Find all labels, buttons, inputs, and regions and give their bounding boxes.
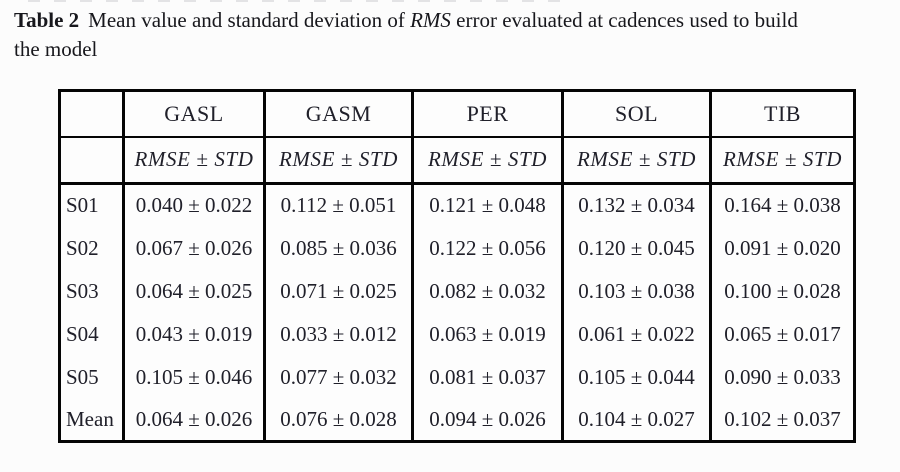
- value-cell: 0.121 ± 0.048: [411, 183, 563, 227]
- value-cell: 0.104 ± 0.027: [561, 398, 711, 442]
- value-cell: 0.091 ± 0.020: [709, 226, 855, 270]
- row-label: S05: [66, 364, 99, 389]
- row-label: S04: [66, 321, 99, 346]
- value-cell: 0.122 ± 0.056: [411, 226, 563, 270]
- value-cell: 0.102 ± 0.037: [709, 398, 855, 442]
- caption-line-1: Table 2 Mean value and standard deviation…: [14, 6, 900, 35]
- muscle-header-row: GASL GASM PER SOL TIB: [59, 90, 855, 138]
- table-row-s01: S01 0.040 ± 0.022 0.112 ± 0.051 0.121 ± …: [60, 183, 855, 227]
- value-cell: 0.040 ± 0.022: [122, 183, 265, 227]
- value-cell: 0.082 ± 0.032: [411, 269, 563, 313]
- value-cell: 0.076 ± 0.028: [263, 398, 413, 442]
- subheader-blank-cell: [59, 136, 124, 185]
- value-cell: 0.063 ± 0.019: [411, 312, 563, 356]
- value-cell: 0.132 ± 0.034: [561, 183, 711, 227]
- value-cell: 0.120 ± 0.045: [561, 226, 711, 270]
- value-cell: 0.064 ± 0.026: [122, 398, 265, 442]
- row-label: S01: [66, 193, 99, 218]
- value-cell: 0.085 ± 0.036: [263, 226, 413, 270]
- cropped-text-artifact: [28, 0, 568, 2]
- subheader-cell: RMSE ± STD: [263, 136, 413, 185]
- value-cell: 0.043 ± 0.019: [122, 312, 265, 356]
- subheader-cell: RMSE ± STD: [122, 136, 265, 185]
- value-cell: 0.067 ± 0.026: [122, 226, 265, 270]
- subheader-cell: RMSE ± STD: [411, 136, 563, 185]
- value-cell: 0.071 ± 0.025: [263, 269, 413, 313]
- value-cell: 0.065 ± 0.017: [709, 312, 855, 356]
- value-cell: 0.033 ± 0.012: [263, 312, 413, 356]
- caption-rms-italic: RMS: [410, 8, 451, 32]
- value-cell: 0.105 ± 0.044: [561, 355, 711, 399]
- value-cell: 0.090 ± 0.033: [709, 355, 855, 399]
- header-cell-gasl: GASL: [122, 90, 265, 138]
- value-cell: 0.077 ± 0.032: [263, 355, 413, 399]
- value-cell: 0.164 ± 0.038: [709, 183, 855, 227]
- header-cell-sol: SOL: [561, 90, 711, 138]
- value-cell: 0.105 ± 0.046: [122, 355, 265, 399]
- table-row-s03: S03 0.064 ± 0.025 0.071 ± 0.025 0.082 ± …: [60, 269, 855, 313]
- caption-text-1: Mean value and standard deviation of: [88, 8, 411, 32]
- value-cell: 0.100 ± 0.028: [709, 269, 855, 313]
- value-cell: 0.103 ± 0.038: [561, 269, 711, 313]
- corner-cell: [59, 90, 124, 138]
- subheader-row: RMSE ± STD RMSE ± STD RMSE ± STD RMSE ± …: [59, 136, 855, 185]
- caption-table-number: Table 2: [14, 8, 80, 32]
- row-label: S02: [66, 235, 99, 260]
- value-cell: 0.061 ± 0.022: [561, 312, 711, 356]
- subheader-cell: RMSE ± STD: [709, 136, 855, 185]
- value-cell: 0.064 ± 0.025: [122, 269, 265, 313]
- value-cell: 0.094 ± 0.026: [411, 398, 563, 442]
- header-cell-gasm: GASM: [263, 90, 413, 138]
- caption-line-2: the model: [14, 37, 98, 61]
- table-row-s05: S05 0.105 ± 0.046 0.077 ± 0.032 0.081 ± …: [60, 355, 855, 399]
- value-cell: 0.112 ± 0.051: [263, 183, 413, 227]
- table-caption: Table 2 Mean value and standard deviation…: [14, 6, 900, 64]
- table-row-s02: S02 0.067 ± 0.026 0.085 ± 0.036 0.122 ± …: [60, 226, 855, 270]
- caption-text-2: error evaluated at cadences used to buil…: [450, 8, 798, 32]
- table-row-mean: Mean 0.064 ± 0.026 0.076 ± 0.028 0.094 ±…: [60, 398, 855, 442]
- value-cell: 0.081 ± 0.037: [411, 355, 563, 399]
- subheader-cell: RMSE ± STD: [561, 136, 711, 185]
- row-label: S03: [66, 278, 99, 303]
- rms-error-table: GASL GASM PER SOL TIB RMSE ± STD RMSE ± …: [58, 89, 856, 443]
- row-label: Mean: [66, 406, 114, 431]
- header-cell-tib: TIB: [709, 90, 855, 138]
- header-cell-per: PER: [411, 90, 563, 138]
- table-row-s04: S04 0.043 ± 0.019 0.033 ± 0.012 0.063 ± …: [60, 312, 855, 356]
